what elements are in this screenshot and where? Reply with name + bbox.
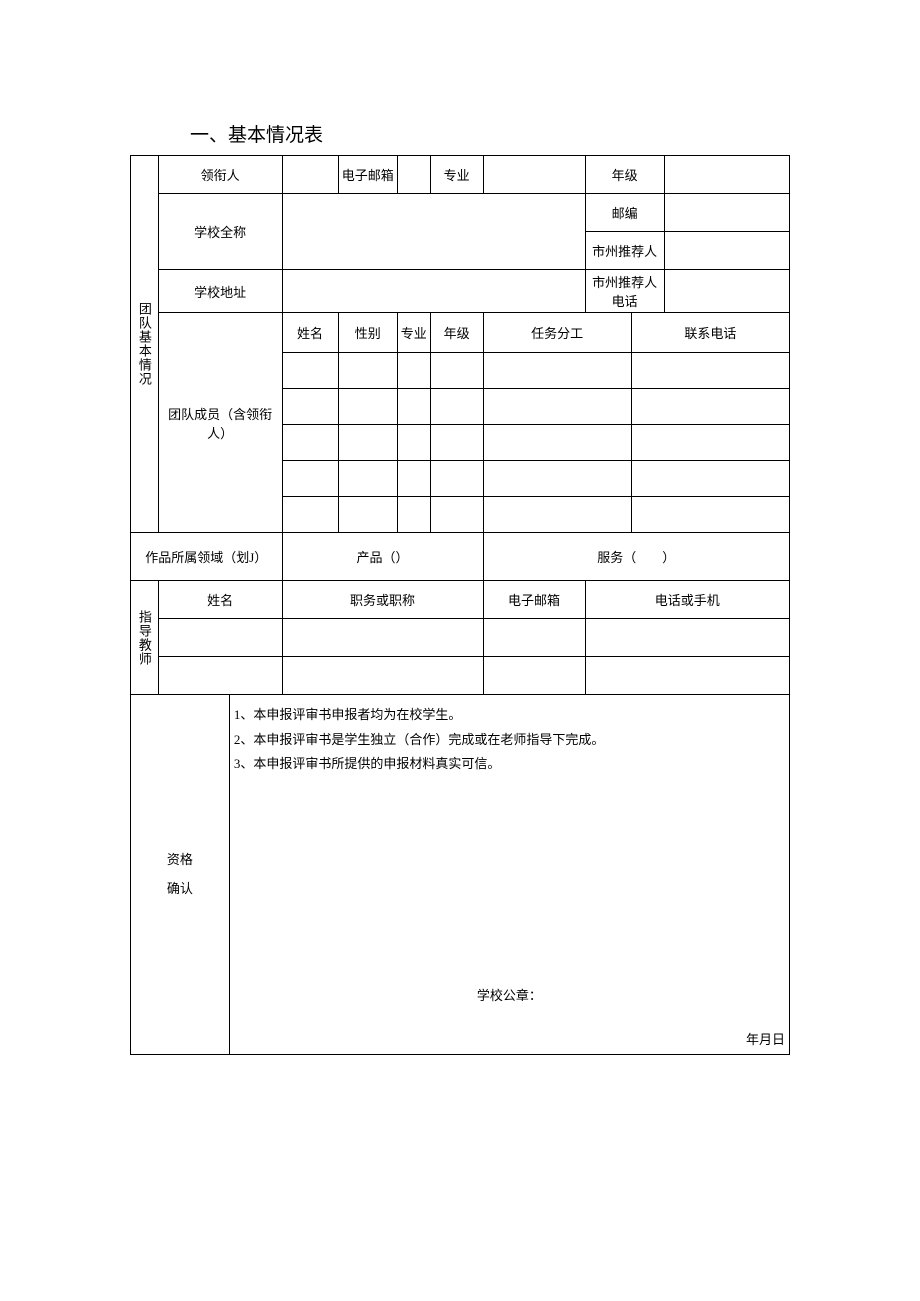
member-phone-cell[interactable]	[631, 389, 789, 425]
member-grade-cell[interactable]	[430, 497, 483, 533]
member-phone-cell[interactable]	[631, 461, 789, 497]
date-label: 年月日	[746, 1029, 785, 1048]
leader-label: 领衔人	[158, 156, 282, 194]
advisor-name-cell[interactable]	[158, 657, 282, 695]
advisor-email-cell[interactable]	[483, 657, 585, 695]
advisor-email-cell[interactable]	[483, 619, 585, 657]
leader-major-value[interactable]	[483, 156, 585, 194]
member-task-cell[interactable]	[483, 389, 631, 425]
city-recommender-label: 市州推荐人	[585, 232, 664, 270]
postcode-value[interactable]	[664, 194, 789, 232]
member-phone-header: 联系电话	[631, 313, 789, 353]
member-name-cell[interactable]	[282, 389, 338, 425]
team-basic-section: 团队基本情况	[131, 156, 159, 533]
product-option[interactable]: 产品（）	[282, 533, 483, 581]
postcode-label: 邮编	[585, 194, 664, 232]
member-major-cell[interactable]	[397, 497, 430, 533]
advisor-section: 指导教师	[131, 581, 159, 695]
confirm-line: 3、本申报评审书所提供的申报材料真实可信。	[234, 752, 785, 777]
member-major-header: 专业	[397, 313, 430, 353]
advisor-phone-cell[interactable]	[585, 657, 789, 695]
member-task-cell[interactable]	[483, 353, 631, 389]
school-address-label: 学校地址	[158, 270, 282, 313]
member-name-cell[interactable]	[282, 425, 338, 461]
member-major-cell[interactable]	[397, 461, 430, 497]
school-name-value[interactable]	[282, 194, 585, 270]
member-name-cell[interactable]	[282, 353, 338, 389]
advisor-name-cell[interactable]	[158, 619, 282, 657]
member-phone-cell[interactable]	[631, 497, 789, 533]
member-name-header: 姓名	[282, 313, 338, 353]
advisor-phone-cell[interactable]	[585, 619, 789, 657]
member-major-cell[interactable]	[397, 353, 430, 389]
advisor-position-header: 职务或职称	[282, 581, 483, 619]
member-grade-cell[interactable]	[430, 425, 483, 461]
member-gender-cell[interactable]	[338, 425, 397, 461]
confirm-line: 2、本申报评审书是学生独立（合作）完成或在老师指导下完成。	[234, 728, 785, 753]
service-option[interactable]: 服务（ ）	[483, 533, 790, 581]
advisor-email-header: 电子邮箱	[483, 581, 585, 619]
leader-email-value[interactable]	[397, 156, 430, 194]
grade-label: 年级	[585, 156, 664, 194]
city-recommender-phone-value[interactable]	[664, 270, 789, 313]
work-domain-label: 作品所属领域（划J）	[131, 533, 283, 581]
school-name-label: 学校全称	[158, 194, 282, 270]
member-task-cell[interactable]	[483, 461, 631, 497]
member-phone-cell[interactable]	[631, 353, 789, 389]
city-recommender-phone-label: 市州推荐人电话	[585, 270, 664, 313]
team-members-label: 团队成员（含领衔人）	[158, 313, 282, 533]
member-phone-cell[interactable]	[631, 425, 789, 461]
member-task-cell[interactable]	[483, 497, 631, 533]
confirm-section: 资格 确认	[131, 695, 230, 1055]
email-label: 电子邮箱	[338, 156, 397, 194]
member-grade-cell[interactable]	[430, 353, 483, 389]
leader-value[interactable]	[282, 156, 338, 194]
form-table: 团队基本情况 领衔人 电子邮箱 专业 年级 学校全称 邮编 市州推荐人 学校地址…	[130, 155, 790, 1055]
city-recommender-value[interactable]	[664, 232, 789, 270]
member-gender-header: 性别	[338, 313, 397, 353]
member-task-header: 任务分工	[483, 313, 631, 353]
member-task-cell[interactable]	[483, 425, 631, 461]
member-major-cell[interactable]	[397, 425, 430, 461]
member-grade-cell[interactable]	[430, 389, 483, 425]
school-seal-label: 学校公章：	[230, 985, 789, 1004]
confirm-line: 1、本申报评审书申报者均为在校学生。	[234, 703, 785, 728]
advisor-name-header: 姓名	[158, 581, 282, 619]
member-name-cell[interactable]	[282, 461, 338, 497]
leader-grade-value[interactable]	[664, 156, 789, 194]
member-gender-cell[interactable]	[338, 353, 397, 389]
member-name-cell[interactable]	[282, 497, 338, 533]
major-label: 专业	[430, 156, 483, 194]
member-gender-cell[interactable]	[338, 389, 397, 425]
advisor-position-cell[interactable]	[282, 657, 483, 695]
advisor-position-cell[interactable]	[282, 619, 483, 657]
advisor-phone-header: 电话或手机	[585, 581, 789, 619]
confirm-content: 1、本申报评审书申报者均为在校学生。 2、本申报评审书是学生独立（合作）完成或在…	[229, 695, 789, 1055]
page-title: 一、基本情况表	[130, 120, 790, 147]
member-grade-cell[interactable]	[430, 461, 483, 497]
member-major-cell[interactable]	[397, 389, 430, 425]
member-gender-cell[interactable]	[338, 497, 397, 533]
member-grade-header: 年级	[430, 313, 483, 353]
member-gender-cell[interactable]	[338, 461, 397, 497]
school-address-value[interactable]	[282, 270, 585, 313]
